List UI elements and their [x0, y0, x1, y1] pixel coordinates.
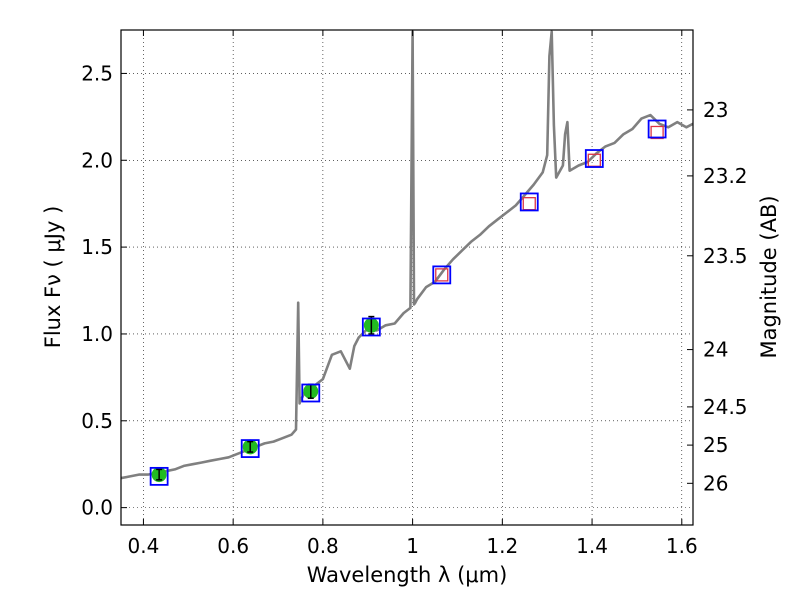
spectrum-series	[121, 30, 693, 480]
upper-limit-point	[435, 268, 449, 282]
right-tick-label: 26	[703, 471, 728, 495]
x-tick-label: 0.6	[217, 534, 249, 558]
y-tick-label: 2.0	[81, 148, 113, 172]
upper-limit-point	[650, 125, 664, 140]
photometry-points	[149, 119, 667, 486]
x-tick-label: 1.2	[486, 534, 518, 558]
x-tick-label: 0.8	[307, 534, 339, 558]
plot-frame	[120, 29, 694, 526]
grid	[121, 30, 693, 525]
x-axis-label: Wavelength λ (μm)	[307, 563, 508, 587]
x-tick-label: 0.4	[128, 534, 160, 558]
right-tick-label: 23.5	[703, 244, 748, 268]
model-photometry-point	[519, 192, 539, 212]
y-tick-label: 1.0	[81, 322, 113, 346]
x-tick-label: 1.4	[576, 534, 608, 558]
x-tick-label: 1.6	[666, 534, 698, 558]
model-photometry-point	[301, 383, 321, 403]
y-axis-label: Flux Fν ( μJy )	[41, 206, 65, 349]
model-photometry-point	[647, 119, 667, 139]
right-tick-label: 24.5	[703, 395, 748, 419]
model-photometry-point	[361, 317, 381, 337]
x-tick-label: 1	[406, 534, 419, 558]
model-photometry-point	[432, 265, 452, 285]
right-tick-label: 24	[703, 338, 728, 362]
right-tick-label: 23.2	[703, 164, 748, 188]
y-tick-label: 1.5	[81, 235, 113, 259]
spectrum-line	[121, 30, 693, 480]
axis-ticks: 0.4 0.6 0.8 1 1.2 1.4 1.6 0.0 0.5 1.0 1.5 2.0 2.5 23 2…	[81, 30, 748, 558]
y-tick-label: 2.5	[81, 61, 113, 85]
y-tick-label: 0.5	[81, 409, 113, 433]
model-photometry-point	[149, 466, 169, 486]
right-axis-label: Magnitude (AB)	[757, 195, 781, 358]
y-tick-label: 0.0	[81, 496, 113, 520]
model-photometry-point	[240, 439, 260, 458]
model-photometry-point	[584, 149, 604, 168]
right-tick-label: 25	[703, 433, 728, 457]
right-tick-label: 23	[703, 98, 728, 122]
plot-area-background	[121, 30, 693, 525]
